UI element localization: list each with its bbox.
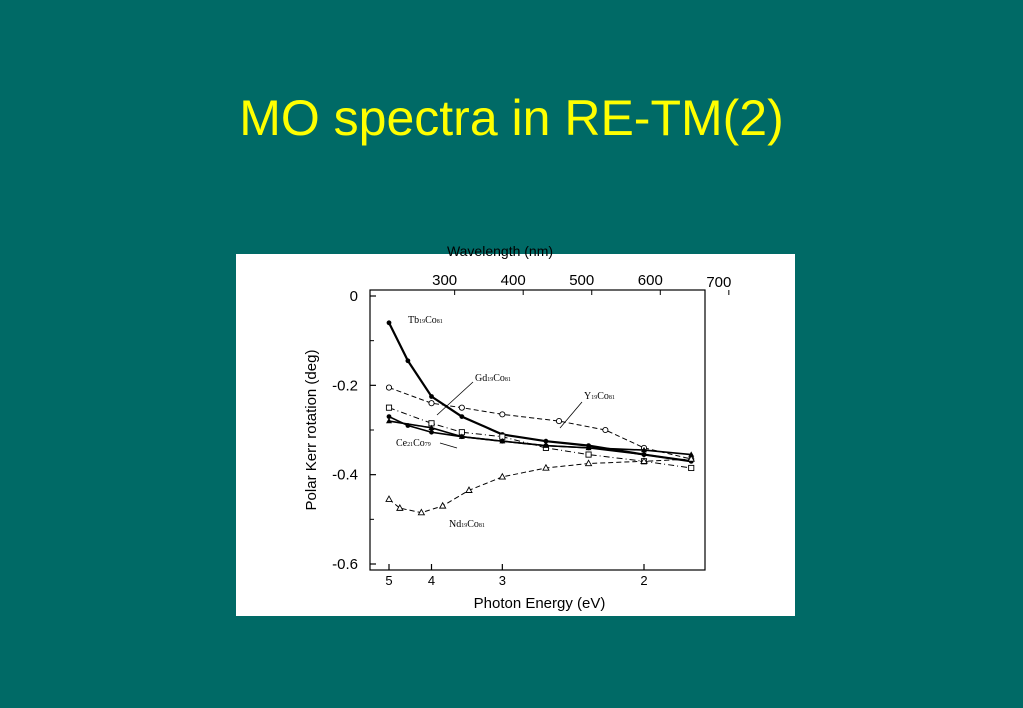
wavelength-axis-label: Wavelength (nm) xyxy=(446,243,554,259)
series-5-point xyxy=(465,486,473,493)
x2-tick-label: 300 xyxy=(432,272,457,289)
series-5-point xyxy=(385,495,393,502)
series-0-point xyxy=(429,394,434,399)
series-label: Y19Co81 xyxy=(584,391,615,402)
series-2-point xyxy=(458,404,465,411)
series-4-point xyxy=(585,444,592,451)
series-label-part: Ce xyxy=(396,438,408,449)
series-3-point xyxy=(585,451,592,458)
y-tick-label: -0.4 xyxy=(332,467,358,484)
series-label-part: Co xyxy=(493,373,505,384)
series-line-5 xyxy=(388,458,692,514)
series-label-part: 19 xyxy=(487,377,493,383)
series-5-point xyxy=(584,459,593,467)
series-label-part: Co xyxy=(597,391,609,402)
series-3-point xyxy=(385,404,393,411)
series-label-part: 81 xyxy=(479,523,485,529)
series-label-part: 81 xyxy=(437,319,443,325)
series-4-point xyxy=(499,437,506,444)
series-0-point xyxy=(405,358,411,364)
series-4-point xyxy=(458,433,465,439)
series-5-point xyxy=(396,504,404,511)
series-label-part: Co xyxy=(413,438,425,449)
series-label-part: Nd xyxy=(449,519,461,530)
series-line-2 xyxy=(388,387,692,460)
series-5-point xyxy=(640,457,648,464)
series-label: Nd19Co81 xyxy=(449,519,485,530)
series-5-point xyxy=(438,501,447,509)
series-4-point xyxy=(688,451,695,457)
series-5-point xyxy=(417,508,426,516)
y-tick-label: 0 xyxy=(350,288,358,305)
series-label-part: Co xyxy=(467,519,479,530)
series-line-0 xyxy=(388,322,692,463)
series-1-point xyxy=(429,429,434,435)
chart-panel xyxy=(236,254,795,616)
series-label-part: Gd xyxy=(475,373,487,384)
series-2-point xyxy=(385,384,393,391)
x2-tick-label: 500 xyxy=(569,272,594,289)
series-label-part: Y xyxy=(584,391,591,402)
series-4-point xyxy=(386,417,392,424)
ce-leader-line xyxy=(439,442,458,449)
series-4-point xyxy=(542,442,549,448)
series-label-part: 81 xyxy=(609,395,615,401)
x2-tick-label: 600 xyxy=(638,272,663,289)
slide-title: MO spectra in RE-TM(2) xyxy=(239,90,784,146)
series-label: Gd19Co81 xyxy=(475,373,511,384)
series-4-point xyxy=(641,446,647,453)
y-tick-label: -0.2 xyxy=(332,377,358,394)
x-tick-label: 4 xyxy=(428,573,435,588)
series-2-point xyxy=(555,418,563,425)
series-label: Ce21Co79 xyxy=(396,438,431,449)
series-4-point xyxy=(428,424,435,430)
series-2-point xyxy=(602,426,609,434)
x-axis-label: Photon Energy (eV) xyxy=(474,595,606,612)
series-label-part: 19 xyxy=(461,523,467,529)
series-1-point xyxy=(386,414,392,419)
series-5-point xyxy=(542,463,550,471)
series-label-part: 81 xyxy=(505,377,511,383)
series-label-part: 21 xyxy=(407,442,413,448)
series-0-point xyxy=(543,438,549,444)
series-0-point xyxy=(386,320,392,326)
series-label-part: 19 xyxy=(591,395,597,401)
series-1-point xyxy=(641,452,647,457)
series-label-part: Co xyxy=(425,315,437,326)
x-tick-label: 2 xyxy=(640,573,647,588)
gd-leader-line xyxy=(436,381,474,416)
series-2-point xyxy=(499,411,506,418)
x-tick-label: 5 xyxy=(385,573,392,588)
series-5-point xyxy=(498,472,507,480)
x-tick-label: 3 xyxy=(499,573,506,588)
x2-tick-label: 700 xyxy=(706,274,731,291)
series-label-part: 19 xyxy=(419,319,425,325)
y-tick-label: -0.6 xyxy=(332,556,358,573)
series-3-point xyxy=(688,464,695,472)
series-0-point xyxy=(459,414,465,419)
series-label-part: Tb xyxy=(408,315,419,326)
x2-tick-label: 400 xyxy=(501,272,526,289)
plot-frame xyxy=(369,289,706,571)
y-axis-label: Polar Kerr rotation (deg) xyxy=(303,350,320,511)
series-label-part: 79 xyxy=(425,442,431,448)
series-2-point xyxy=(428,400,435,407)
y-leader-line xyxy=(559,401,583,429)
series-5-point xyxy=(687,454,695,462)
series-label: Tb19Co81 xyxy=(408,315,443,326)
